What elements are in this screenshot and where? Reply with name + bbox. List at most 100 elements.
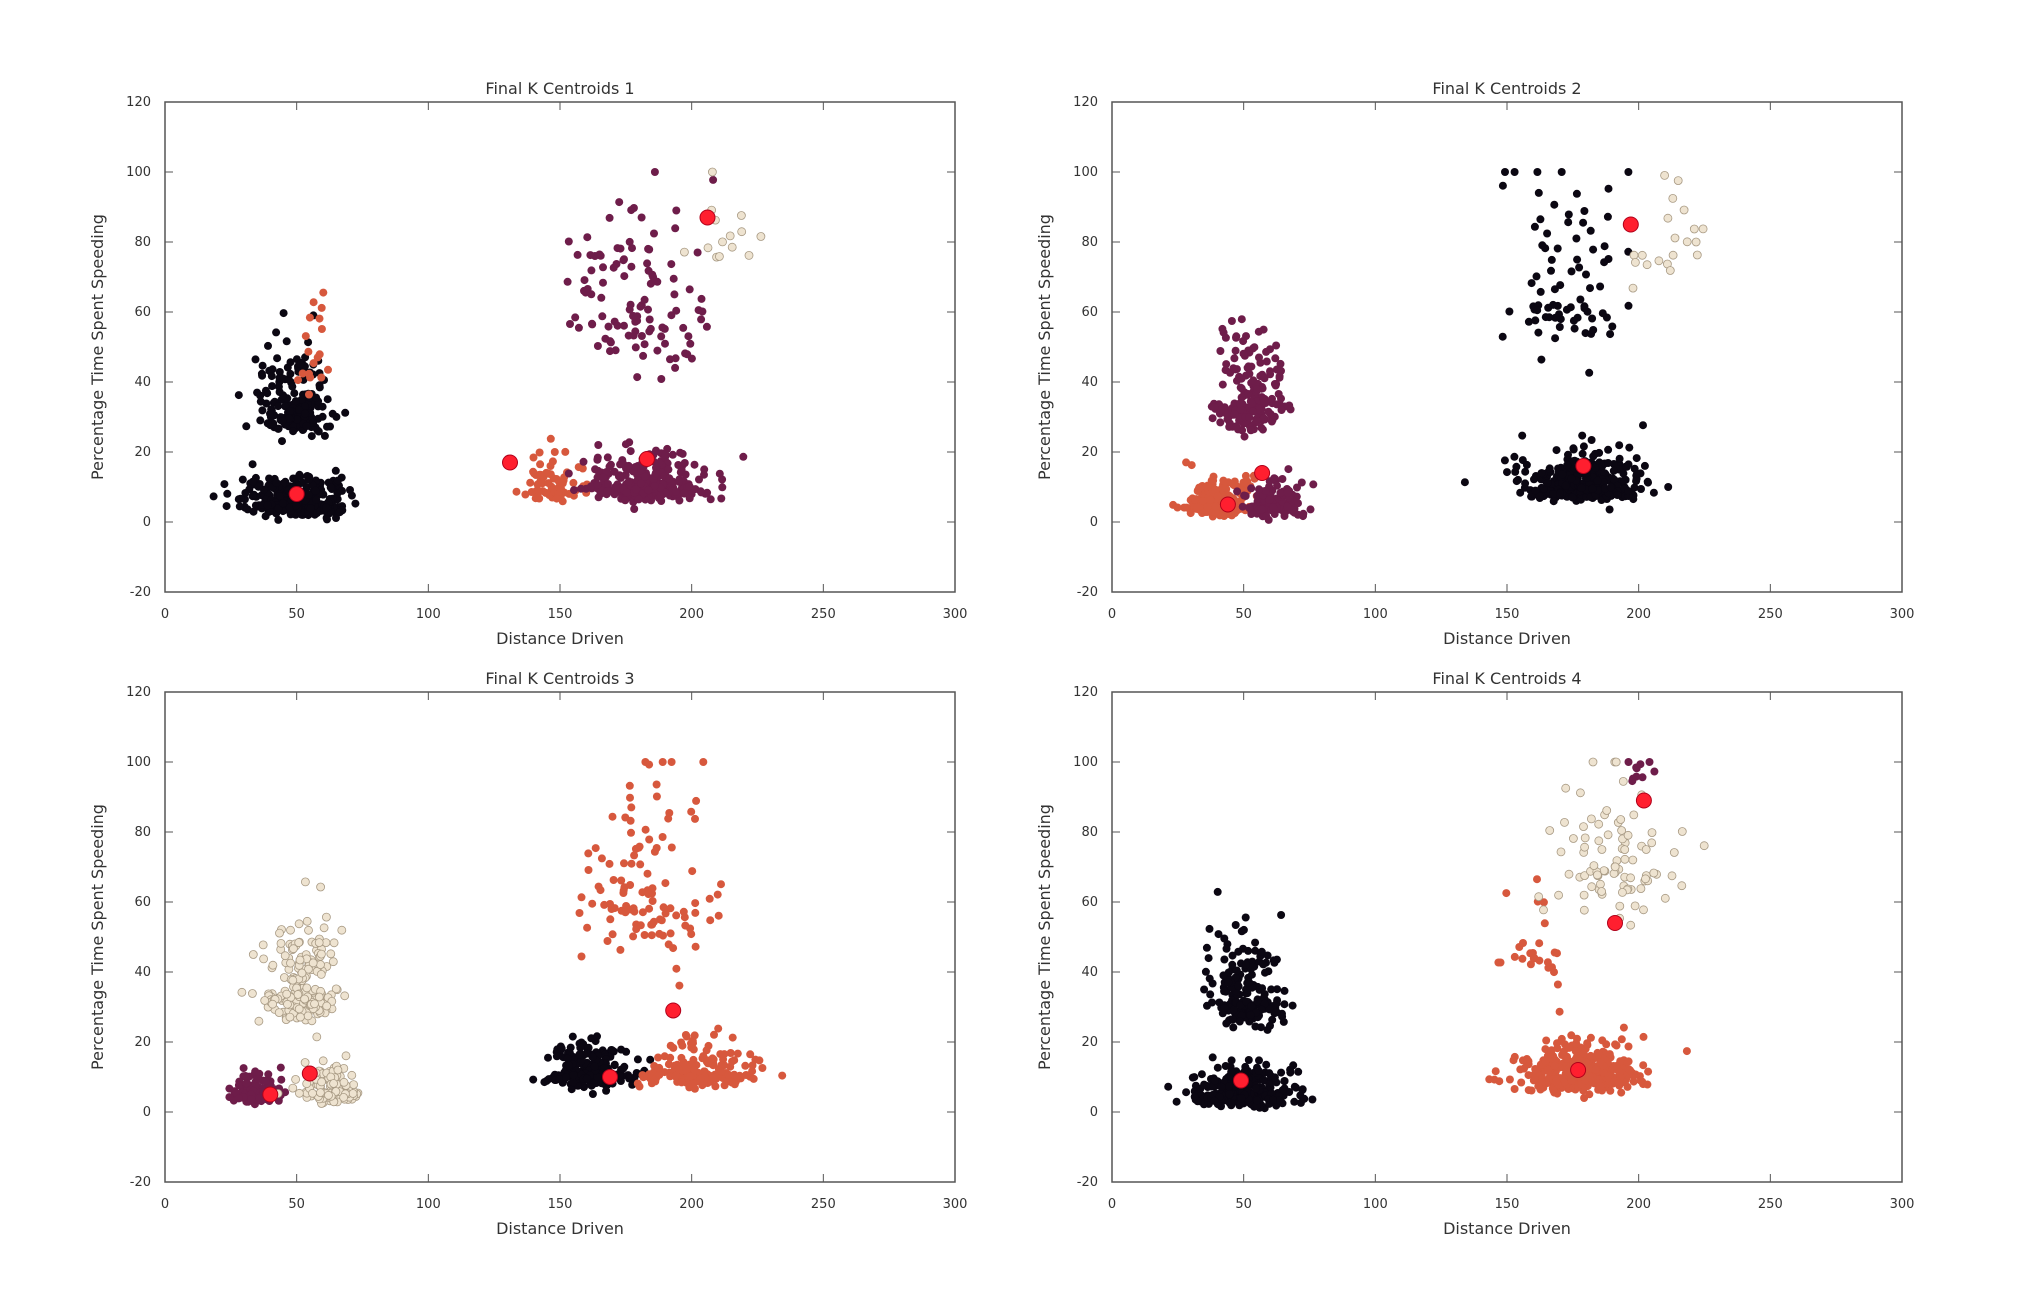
data-point — [1222, 1019, 1231, 1028]
data-point — [713, 890, 722, 899]
data-point — [596, 886, 605, 895]
data-point — [1556, 847, 1566, 857]
data-point — [1602, 806, 1612, 815]
data-point — [625, 305, 634, 314]
data-point — [288, 975, 298, 985]
data-point — [1498, 181, 1507, 190]
data-point — [641, 825, 650, 834]
data-point — [587, 266, 596, 275]
data-point — [318, 412, 327, 421]
data-point — [593, 342, 602, 350]
data-point — [309, 298, 318, 307]
data-point — [643, 259, 652, 268]
data-point — [640, 340, 649, 349]
centroid-marker — [1622, 216, 1639, 233]
data-point — [697, 315, 706, 324]
data-point — [258, 940, 268, 950]
data-point — [671, 354, 680, 363]
data-point — [239, 1064, 248, 1073]
data-point — [611, 483, 620, 492]
data-point — [606, 900, 614, 908]
data-point — [286, 358, 295, 367]
data-point — [737, 227, 747, 237]
data-point — [667, 843, 676, 852]
data-point — [595, 250, 604, 259]
data-point — [1606, 330, 1615, 339]
x-tick-label: 100 — [1363, 1197, 1388, 1212]
data-point — [620, 859, 628, 868]
data-point — [304, 925, 313, 935]
y-tick-label: 0 — [1090, 1105, 1098, 1120]
data-point — [650, 482, 659, 491]
data-point — [678, 1041, 687, 1050]
y-tick-label: 60 — [1081, 305, 1098, 320]
data-point — [1253, 417, 1262, 426]
data-point — [1201, 967, 1210, 976]
data-point — [715, 252, 724, 261]
data-point — [1550, 200, 1559, 209]
data-point — [748, 1061, 757, 1070]
data-point — [256, 416, 265, 425]
data-point — [1668, 250, 1678, 260]
data-point — [1308, 1095, 1317, 1104]
data-point — [689, 1079, 698, 1088]
data-point — [616, 244, 625, 253]
data-point — [248, 492, 257, 501]
data-point — [309, 418, 318, 427]
data-point — [315, 1088, 325, 1097]
data-point — [1549, 490, 1557, 498]
data-point — [698, 307, 707, 316]
data-point — [634, 843, 643, 852]
data-point — [1587, 882, 1597, 892]
data-point — [333, 1065, 343, 1075]
data-point — [671, 363, 680, 372]
data-point — [1519, 939, 1527, 947]
y-tick-label: 120 — [126, 95, 151, 110]
data-point — [1603, 212, 1612, 221]
data-point — [1273, 481, 1281, 490]
data-point — [1300, 1094, 1309, 1103]
data-point — [1227, 1056, 1236, 1065]
data-point — [603, 937, 612, 945]
data-point — [1553, 1044, 1562, 1053]
data-point — [247, 989, 257, 998]
data-point — [1604, 184, 1613, 193]
data-point — [1294, 1067, 1303, 1076]
data-point — [1636, 760, 1645, 769]
data-point — [622, 488, 631, 497]
data-point — [672, 911, 681, 920]
data-point — [1219, 476, 1228, 485]
data-point — [254, 1016, 264, 1026]
data-point — [1576, 788, 1585, 798]
data-point — [262, 399, 271, 408]
data-point — [1617, 1035, 1626, 1044]
data-point — [548, 457, 557, 466]
data-point — [668, 450, 677, 459]
data-point — [709, 175, 718, 184]
x-tick-label: 200 — [679, 607, 704, 622]
data-point — [1206, 990, 1215, 999]
data-point — [242, 1079, 251, 1088]
data-point — [278, 437, 286, 446]
data-point — [656, 492, 665, 501]
data-point — [584, 849, 593, 858]
data-point — [1543, 479, 1552, 487]
data-point — [634, 495, 643, 504]
data-point — [1263, 1025, 1272, 1034]
data-point — [1603, 830, 1613, 840]
data-point — [312, 1032, 322, 1042]
centroid-marker — [1219, 496, 1236, 513]
data-point — [1240, 432, 1249, 441]
data-point — [661, 879, 670, 888]
data-point — [1619, 1023, 1628, 1032]
data-point — [254, 1075, 263, 1083]
subplot-final-k-centroids-3: 0 50 100 150 200 250 300 -20 0 20 40 60 80 100 120 Fina… — [88, 669, 967, 1238]
data-point — [298, 369, 307, 378]
data-point — [351, 499, 360, 508]
centroid-marker — [1575, 458, 1592, 474]
data-point — [629, 932, 638, 941]
data-point — [1251, 1022, 1260, 1031]
data-point — [675, 981, 684, 990]
data-point — [604, 322, 613, 331]
data-point — [276, 1063, 285, 1072]
